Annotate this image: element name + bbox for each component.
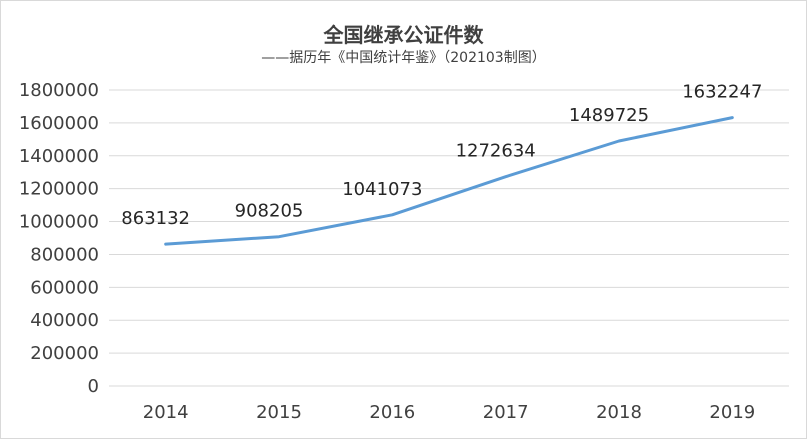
y-tick-label: 1200000 [19, 179, 99, 200]
y-tick-label: 1800000 [19, 80, 99, 101]
data-label: 1632247 [682, 82, 762, 103]
data-label: 1272634 [456, 141, 536, 162]
data-label: 863132 [121, 208, 190, 229]
y-tick-label: 1600000 [19, 113, 99, 134]
y-tick-label: 800000 [30, 244, 99, 265]
chart-subtitle: ——据历年《中国统计年鉴》（202103制图） [261, 50, 546, 66]
x-tick-label: 2015 [256, 402, 302, 423]
data-label: 1041073 [342, 179, 422, 200]
y-tick-label: 600000 [30, 277, 99, 298]
chart-title: 全国继承公证件数 [323, 23, 484, 47]
series-line-path [164, 116, 734, 246]
gridlines [109, 89, 789, 387]
y-axis: 0 200000 400000 600000 800000 1000000 1200000 1… [19, 80, 99, 397]
data-labels: 863132 908205 1041073 1272634 1489725 1632247 [121, 82, 762, 229]
x-tick-label: 2017 [483, 402, 529, 423]
x-tick-label: 2014 [143, 402, 189, 423]
y-tick-label: 400000 [30, 310, 99, 331]
y-tick-label: 1000000 [19, 212, 99, 233]
series-line [164, 116, 734, 246]
y-tick-label: 1400000 [19, 146, 99, 167]
y-tick-label: 0 [88, 376, 99, 397]
y-tick-label: 200000 [30, 343, 99, 364]
x-tick-label: 2018 [596, 402, 642, 423]
x-tick-label: 2019 [709, 402, 755, 423]
x-tick-label: 2016 [369, 402, 415, 423]
data-label: 908205 [235, 201, 304, 222]
data-label: 1489725 [569, 105, 649, 126]
x-axis: 2014 2015 2016 2017 2018 2019 [143, 402, 755, 423]
